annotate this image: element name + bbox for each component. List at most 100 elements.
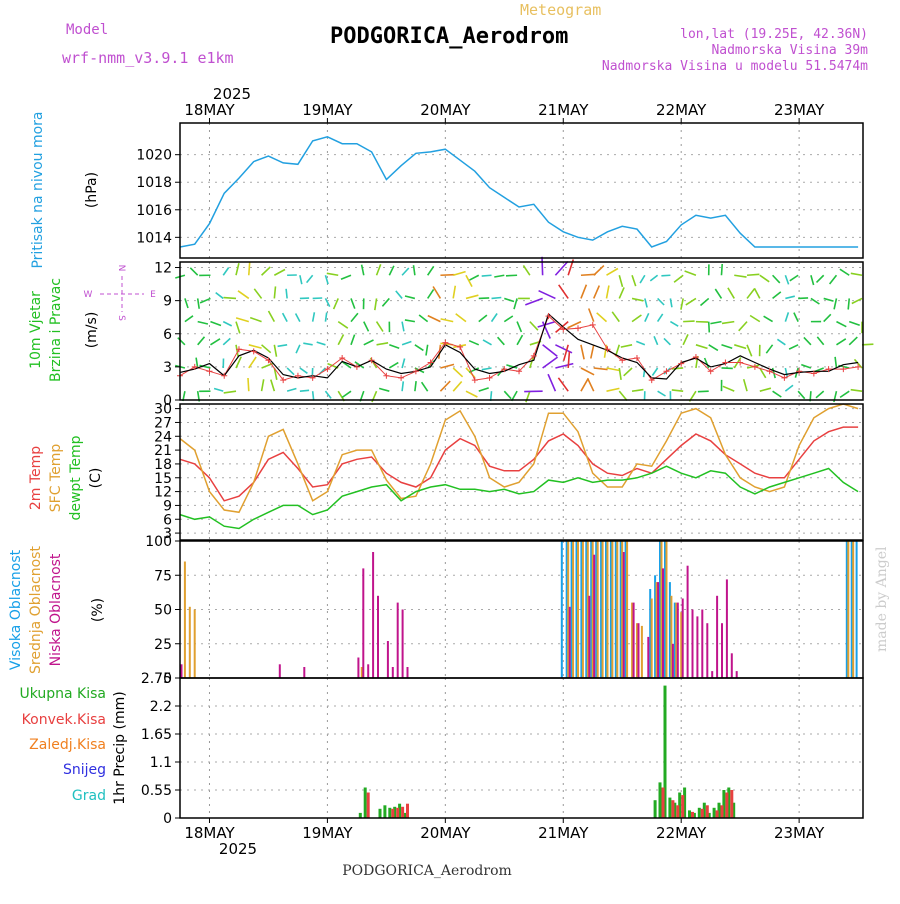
cloud-bar-mid_cloud (194, 610, 196, 679)
cloud-bar-low_cloud (662, 568, 664, 678)
wind-arrow (640, 275, 645, 283)
precip-bar-total_precip (359, 813, 362, 818)
cloud-bar-low_cloud (303, 667, 305, 678)
wind-arrow (389, 345, 399, 348)
ytick-label: 0.55 (141, 783, 172, 799)
cloud-bar-mid_cloud (616, 541, 618, 678)
cloud-bar-low_cloud (181, 664, 183, 678)
cloud-bar-low_cloud (402, 610, 404, 679)
pressure-line (180, 137, 858, 247)
wind-arrow (482, 275, 492, 276)
precip-bar-total_precip (654, 800, 657, 818)
wind-arrow (698, 391, 709, 392)
temp-ylabel-2: dewpt Temp (68, 435, 84, 520)
wind-arrow (619, 391, 627, 400)
wind-arrow (262, 379, 264, 391)
wind-arrow (709, 345, 718, 351)
wind-arrow (317, 342, 326, 345)
wind-arrow (721, 345, 732, 349)
wind-arrow (840, 391, 849, 397)
compass-s: S (116, 315, 126, 321)
precip-frame (180, 678, 863, 818)
wind-arrow (422, 382, 428, 391)
cloud-bar-low_cloud (711, 671, 713, 678)
cloud-bar-low_cloud (716, 596, 718, 678)
ytick-label: 18 (154, 457, 172, 473)
ytick-label: 12 (154, 485, 172, 501)
wind-arrow (670, 322, 678, 327)
cloud-bar-low_cloud (623, 552, 625, 678)
precip-bar-total_precip (688, 810, 691, 818)
wind-arrow (766, 345, 772, 353)
wind-arrow (650, 275, 657, 281)
wind-arrow (313, 312, 315, 321)
wind-panel (175, 257, 873, 402)
wind-arrow (785, 275, 788, 284)
wind-arrow (441, 319, 454, 322)
wind-arrow (307, 275, 313, 282)
wind-arrow (362, 265, 364, 276)
temp-ylabel-1: SFC Temp (48, 444, 64, 513)
wind-arrow (785, 296, 794, 298)
wind-arrow (287, 389, 296, 392)
wind-arrow (341, 275, 351, 279)
wind-arrow (811, 275, 814, 285)
wind-arrow (543, 345, 558, 356)
wind-gust-marker (206, 368, 212, 374)
wind-arrow (262, 345, 271, 353)
meteogram-label: Meteogram (520, 1, 601, 19)
wind-arrow (607, 388, 620, 391)
axis-labels: 18MAY18MAY19MAY19MAY20MAY20MAY21MAY21MAY… (8, 101, 825, 842)
wind-arrow (773, 391, 782, 397)
wind-arrow (482, 368, 492, 370)
model-name: wrf-nmm_v3.9.1 e1km (62, 49, 234, 67)
precip-bar-conv_precip (662, 788, 665, 819)
wind-arrow (300, 390, 309, 391)
wind-arrow (426, 345, 428, 356)
precip-bar-conv_precip (367, 793, 370, 819)
wind-arrow (785, 385, 793, 391)
temperature-frame (180, 404, 863, 540)
cloud-bar-low_cloud (731, 653, 733, 678)
wind-arrow (249, 262, 250, 275)
wind-arrow (589, 309, 594, 322)
pressure-panel (180, 137, 858, 247)
wind-arrow (428, 266, 434, 275)
cloud-bar-low_cloud (593, 555, 595, 678)
wind-arrow (300, 275, 302, 284)
cloud-bar-low_cloud (657, 582, 659, 678)
cloud-bar-mid_cloud (626, 541, 628, 678)
model-label: Model (66, 22, 108, 38)
ytick-label: 1020 (136, 148, 172, 164)
wind-arrow (654, 336, 658, 345)
wind-arrow (338, 335, 343, 345)
wind-arrow (269, 311, 275, 322)
wind-arrow (405, 296, 415, 298)
station-title: PODGORICA_Aerodrom (330, 24, 568, 49)
wind-arrow (402, 342, 411, 345)
wind-arrow (683, 321, 694, 322)
wind-arrow (190, 268, 197, 275)
cloud-bar-mid_cloud (189, 607, 191, 678)
wind-arrow (525, 298, 542, 304)
cloud-bar-low_cloud (687, 566, 689, 678)
precip-legend-item: Konvek.Kisa (22, 712, 106, 728)
wind-arrow (286, 289, 287, 299)
ytick-label: 25 (154, 637, 172, 653)
wind-arrow (303, 343, 312, 345)
ytick-label: 27 (154, 415, 172, 431)
cloud-bar-mid_cloud (602, 541, 604, 678)
wind-arrow (632, 315, 641, 322)
wind-gust-marker (398, 375, 404, 381)
wind-arrow (514, 298, 517, 309)
cloud-bar-low_cloud (672, 644, 674, 678)
ytick-label: 9 (163, 498, 172, 514)
wind-arrow (619, 287, 624, 298)
wind-arrow (492, 314, 498, 322)
cloud-bar-low_cloud (392, 667, 394, 678)
wind-arrow (415, 381, 416, 391)
day-label-bottom: 19MAY (302, 824, 353, 842)
wind-arrow (851, 390, 862, 391)
wind-arrow (377, 264, 381, 275)
cloud-unit: (%) (90, 598, 106, 622)
